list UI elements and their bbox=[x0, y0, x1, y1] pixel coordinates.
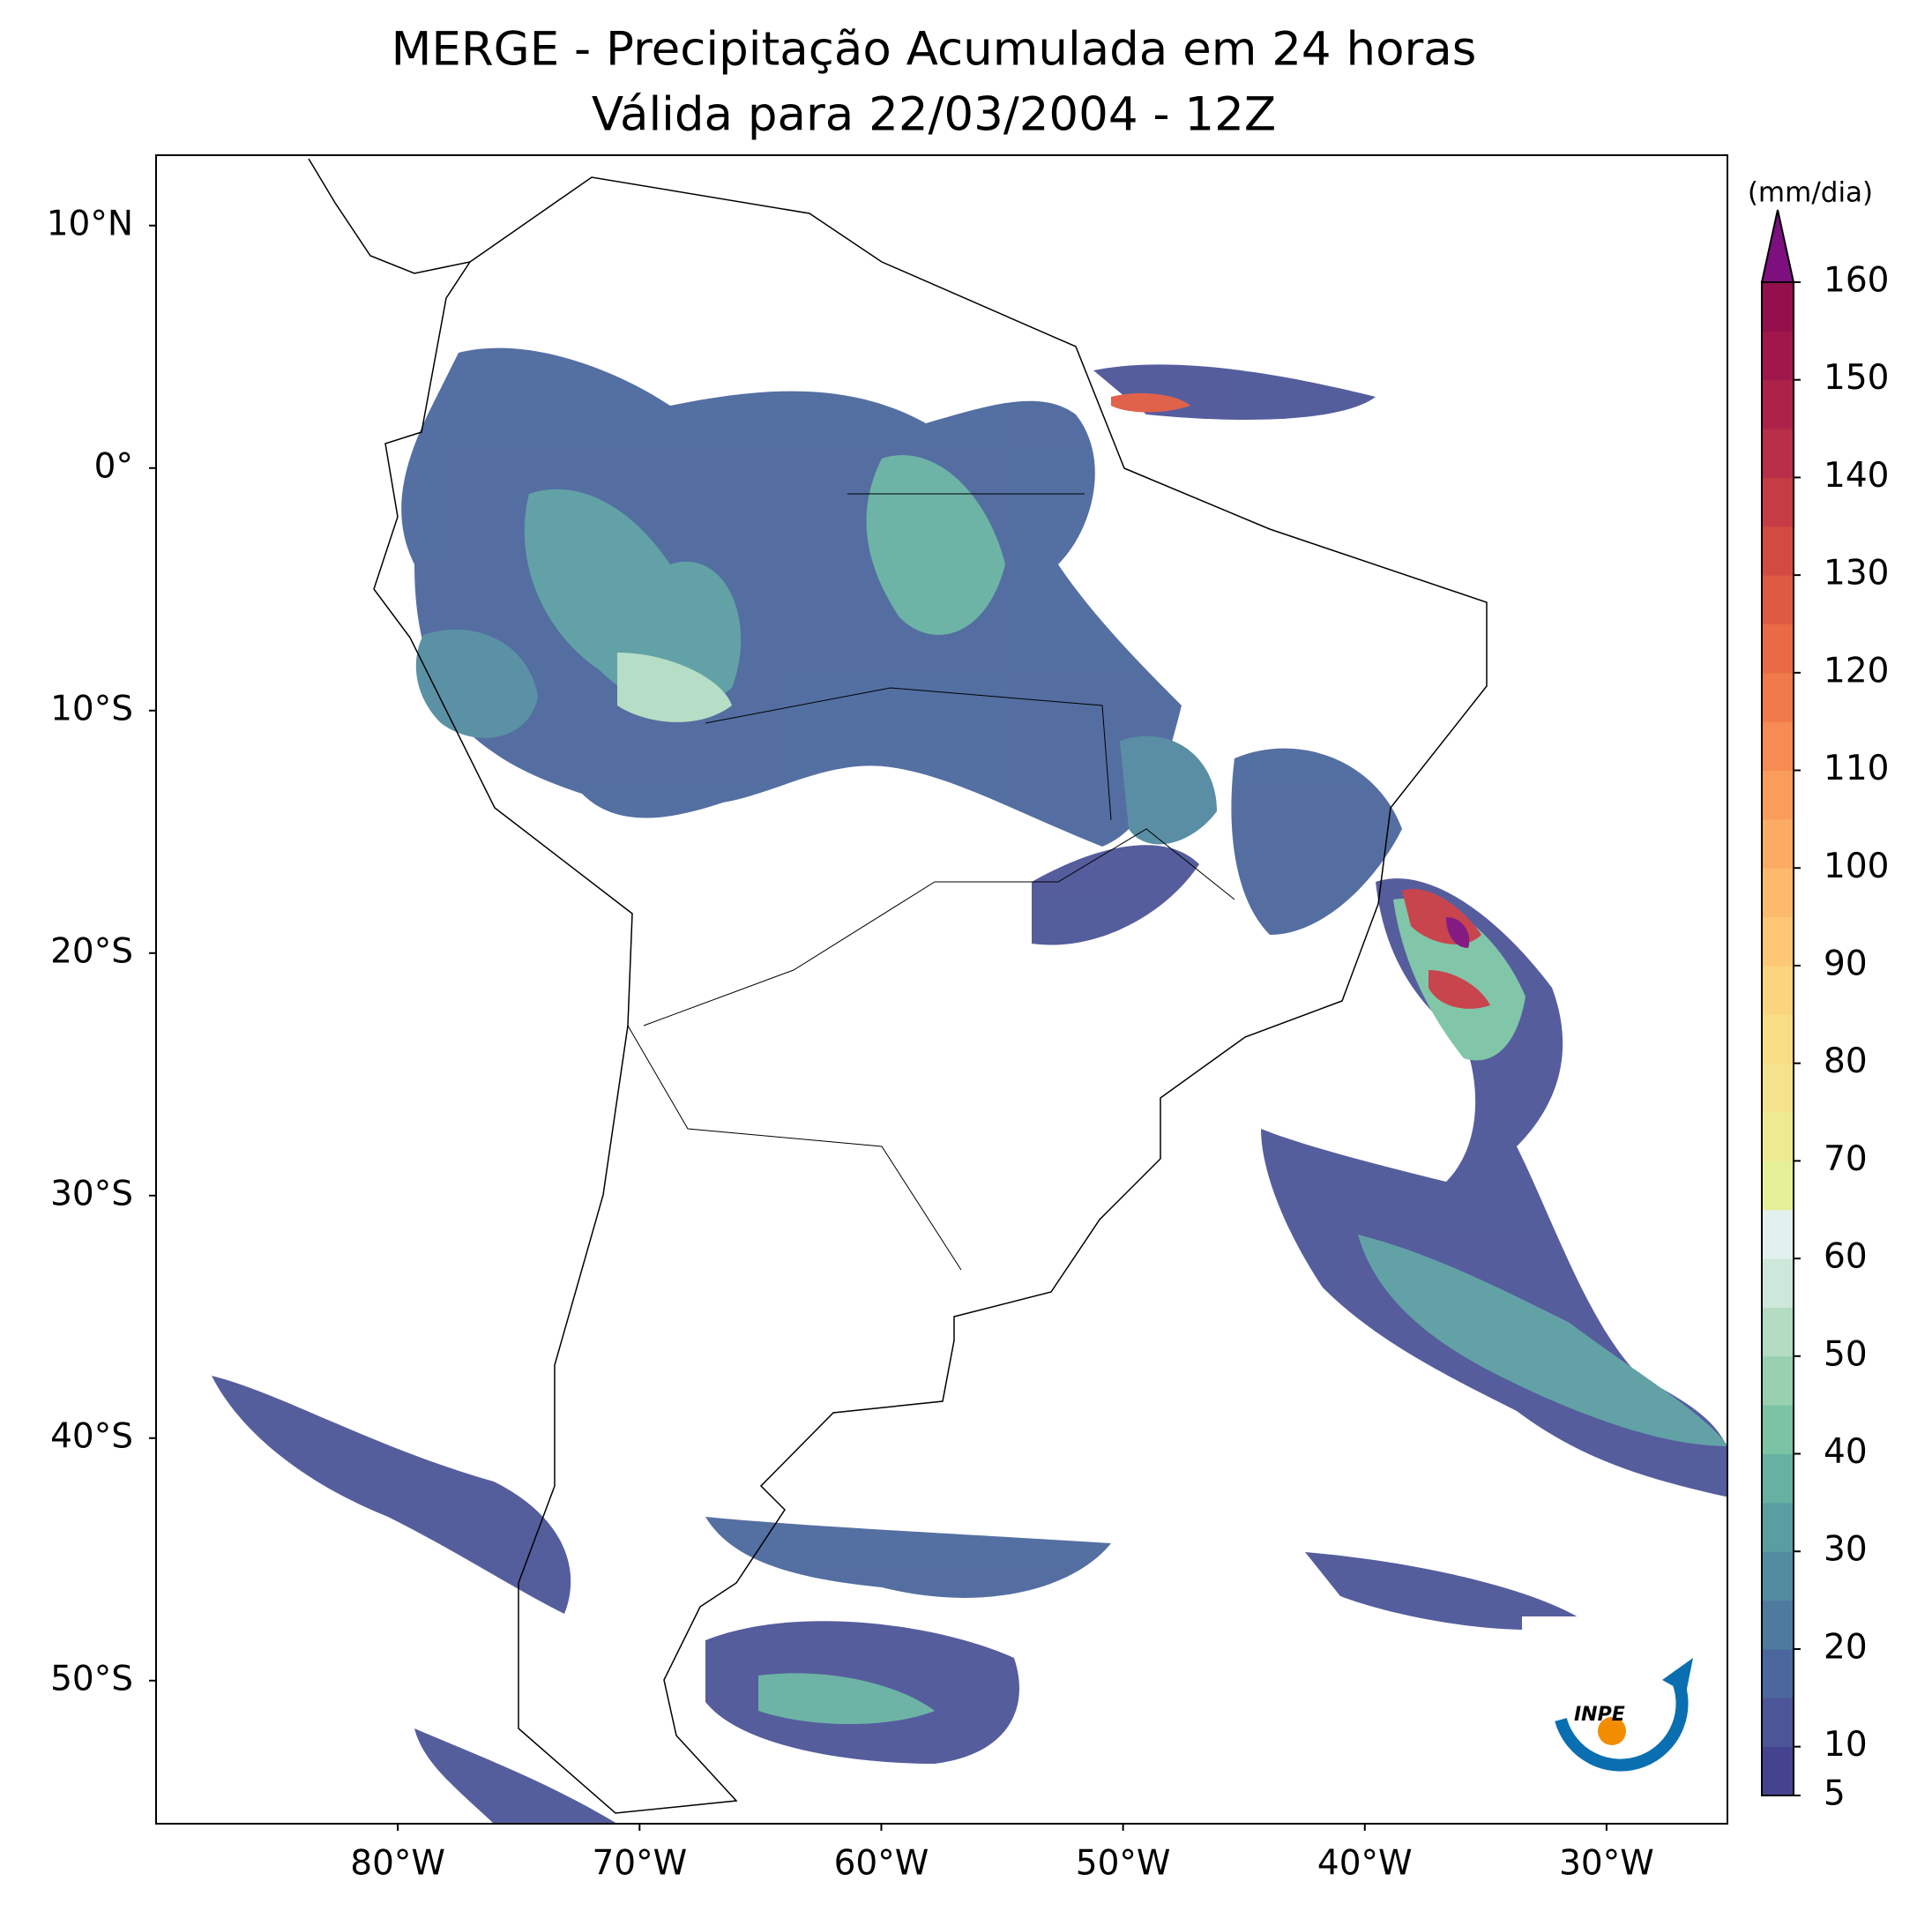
logo-text: INPE bbox=[1574, 1704, 1625, 1726]
subtitle: Válida para 22/03/2004 - 12Z bbox=[592, 88, 1276, 142]
lat-tick-label: 40°S bbox=[50, 1416, 133, 1456]
colorbar-band bbox=[1762, 477, 1794, 527]
lat-tick-label: 0° bbox=[94, 446, 133, 486]
colorbar-band bbox=[1762, 1014, 1794, 1064]
colorbar-band bbox=[1762, 575, 1794, 624]
colorbar-frame bbox=[1761, 281, 1794, 1796]
colorbar-band bbox=[1762, 1600, 1794, 1650]
colorbar-tick-label: 100 bbox=[1824, 847, 1889, 886]
colorbar-band bbox=[1762, 1258, 1794, 1308]
colorbar-tick-label: 30 bbox=[1824, 1530, 1868, 1570]
colorbar-band bbox=[1762, 1405, 1794, 1455]
colorbar-band bbox=[1762, 526, 1794, 576]
colorbar-tick-label: 10 bbox=[1824, 1725, 1868, 1765]
colorbar-band bbox=[1762, 672, 1794, 722]
colorbar-band bbox=[1762, 868, 1794, 918]
coastline bbox=[308, 158, 471, 274]
colorbar-band bbox=[1762, 1746, 1794, 1796]
colorbar-band bbox=[1762, 1648, 1794, 1698]
colorbar-band bbox=[1762, 1698, 1794, 1748]
colorbar-tick-label: 50 bbox=[1824, 1334, 1868, 1374]
colorbar-band bbox=[1762, 965, 1794, 1015]
precipitation-field bbox=[212, 347, 1727, 1824]
colorbar-band bbox=[1762, 1209, 1794, 1259]
colorbar-band bbox=[1762, 1355, 1794, 1406]
lat-tick-label: 10°N bbox=[47, 204, 133, 243]
colorbar-band bbox=[1762, 429, 1794, 478]
logo: INPE bbox=[1522, 1616, 1711, 1818]
colorbar-tick-label: 110 bbox=[1824, 749, 1889, 788]
lat-tick-label: 20°S bbox=[50, 931, 133, 971]
colorbar-tick-label: 20 bbox=[1824, 1627, 1868, 1667]
logo-dot bbox=[1598, 1717, 1626, 1745]
lon-tick-label: 40°W bbox=[1317, 1844, 1413, 1884]
lon-tick-label: 80°W bbox=[350, 1844, 445, 1884]
colorbar-band bbox=[1762, 1551, 1794, 1601]
colorbar-band bbox=[1762, 1307, 1794, 1357]
colorbar-band bbox=[1762, 1161, 1794, 1211]
colorbar-band bbox=[1762, 818, 1794, 869]
lat-tick-label: 30°S bbox=[50, 1174, 133, 1213]
colorbar-band bbox=[1762, 379, 1794, 429]
colorbar-band bbox=[1762, 770, 1794, 820]
lat-tick-label: 10°S bbox=[50, 689, 133, 728]
colorbar-tick-label: 40 bbox=[1824, 1432, 1868, 1472]
map-layer bbox=[212, 158, 1727, 1824]
colorbar-label: (mm/dia) bbox=[1748, 177, 1873, 209]
lat-tick-label: 50°S bbox=[50, 1659, 133, 1698]
lon-tick-label: 70°W bbox=[592, 1844, 687, 1884]
colorbar-band bbox=[1762, 1453, 1794, 1504]
colorbar-band bbox=[1762, 1112, 1794, 1161]
colorbar-tick-label: 70 bbox=[1824, 1139, 1868, 1179]
colorbar-tick-label: 150 bbox=[1824, 358, 1889, 398]
lon-tick-label: 60°W bbox=[834, 1844, 929, 1884]
lon-tick-label: 30°W bbox=[1559, 1844, 1654, 1884]
colorbar-band bbox=[1762, 1063, 1794, 1113]
colorbar-band bbox=[1762, 721, 1794, 772]
colorbar-tick-label: 60 bbox=[1824, 1237, 1868, 1277]
colorbar-band bbox=[1762, 1502, 1794, 1552]
logo-arc bbox=[1555, 1672, 1689, 1772]
colorbar-tick-label: 120 bbox=[1824, 651, 1889, 690]
colorbar-tick-label: 140 bbox=[1824, 456, 1889, 496]
colorbar-tick-label: 160 bbox=[1824, 261, 1889, 301]
colorbar-band bbox=[1762, 331, 1794, 381]
coastline bbox=[373, 176, 1488, 1814]
logo-arrow bbox=[1662, 1658, 1693, 1693]
borders bbox=[627, 493, 1235, 1271]
colorbar-tick-label: 130 bbox=[1824, 554, 1889, 593]
colorbar-band bbox=[1762, 282, 1794, 332]
map-frame bbox=[155, 154, 1728, 1825]
lon-tick-label: 50°W bbox=[1076, 1844, 1171, 1884]
colorbar-tick-label: 90 bbox=[1824, 944, 1868, 983]
colorbar-band bbox=[1762, 916, 1794, 967]
colorbar-tick-label: 80 bbox=[1824, 1041, 1868, 1081]
colorbar-tick-label: 5 bbox=[1824, 1774, 1846, 1814]
title: MERGE - Precipitação Acumulada em 24 hor… bbox=[392, 23, 1477, 77]
colorbar-band bbox=[1762, 623, 1794, 674]
